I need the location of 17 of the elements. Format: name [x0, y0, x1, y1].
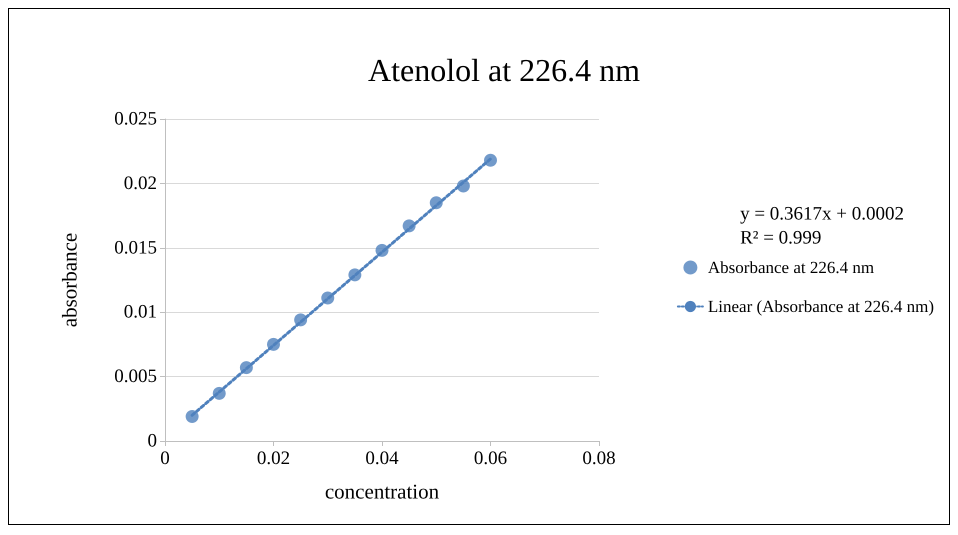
x-axis-title: concentration — [324, 480, 440, 504]
x-tick-label: 0 — [160, 448, 170, 469]
y-axis-title: absorbance — [58, 232, 82, 328]
chart-title: Atenolol at 226.4 nm — [368, 52, 640, 88]
x-tick-label: 0.06 — [474, 448, 508, 469]
y-tick-label: 0.02 — [124, 172, 157, 194]
y-tick-label: 0.005 — [114, 366, 157, 388]
x-tick-label: 0.02 — [256, 448, 290, 469]
y-tick-label: 0 — [148, 430, 157, 452]
y-tick-label: 0.025 — [114, 108, 157, 130]
text: y = 0.3617x + 0.0002 R² = 0.999 — [740, 204, 904, 248]
y-tick-label: 0.01 — [124, 302, 157, 323]
x-tick-label: 0.04 — [365, 448, 400, 469]
legend-label: Absorbance at 226.4 nm — [708, 258, 874, 277]
y-tick-label: 0.015 — [114, 237, 157, 258]
x-tick-label: 0.08 — [582, 448, 616, 469]
legend-label: Linear (Absorbance at 226.4 nm) — [708, 297, 934, 316]
